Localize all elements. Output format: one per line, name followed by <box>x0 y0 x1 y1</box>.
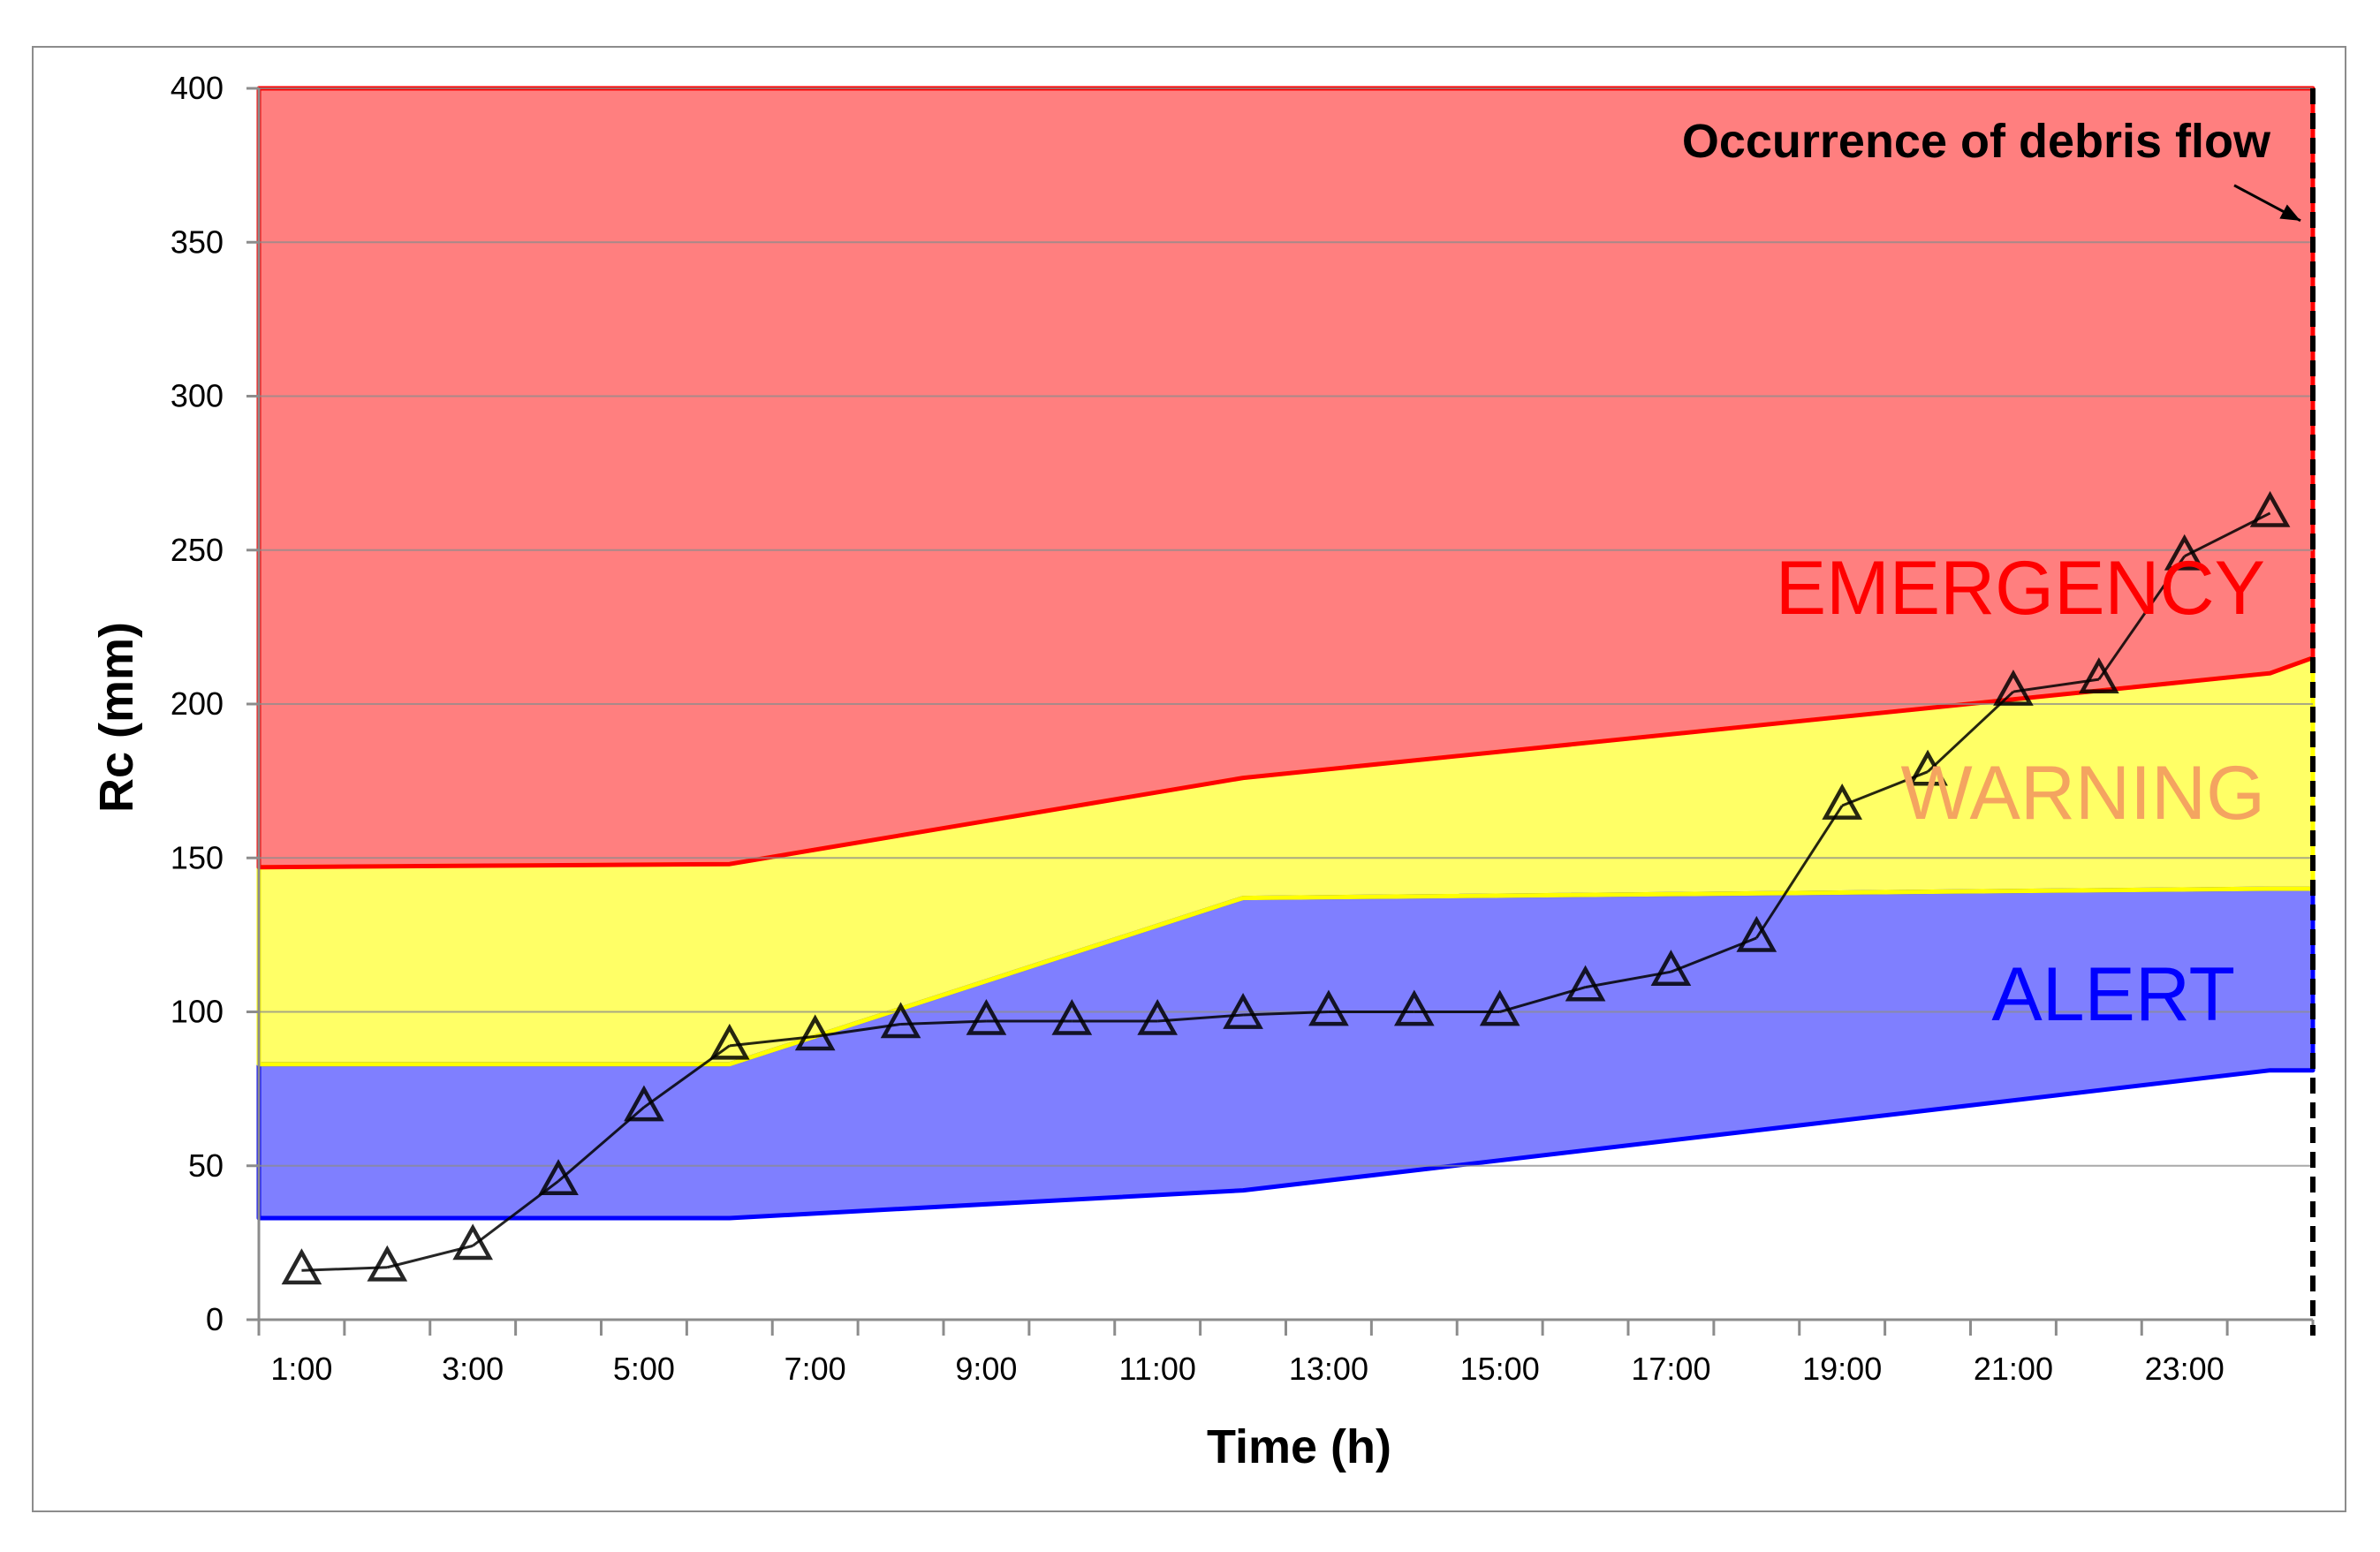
zone-emergency-outline <box>256 86 2316 870</box>
data-point-marker <box>624 1085 664 1122</box>
data-point-marker <box>1308 989 1349 1026</box>
grid-lines <box>259 87 2313 1167</box>
series-segment <box>2097 555 2186 680</box>
series-segment <box>729 1034 815 1048</box>
debris-flow-annotation: Occurrence of debris flow <box>1682 115 2271 168</box>
data-point-marker <box>794 1014 836 1051</box>
data-point-marker <box>1907 749 1948 786</box>
data-point-marker <box>1565 965 1606 1002</box>
threshold-zones <box>256 86 2316 1221</box>
data-point-marker <box>709 1023 750 1060</box>
x-tick-label: 13:00 <box>1289 1351 1368 1387</box>
data-point-marker <box>1822 783 1863 820</box>
zone-alert-fill <box>259 889 2313 1218</box>
x-tick-label: 23:00 <box>2145 1351 2225 1387</box>
data-point-marker <box>2164 534 2205 571</box>
zone-label-alert: ALERT <box>1991 952 2235 1037</box>
series-segment <box>2012 678 2100 693</box>
x-tick-label: 9:00 <box>955 1351 1017 1387</box>
data-point-marker <box>1650 950 1692 987</box>
y-tick-label: 400 <box>171 70 224 106</box>
series-segment <box>1243 1011 1329 1017</box>
x-tick-label: 7:00 <box>784 1351 846 1387</box>
y-tick-label: 250 <box>171 532 224 568</box>
data-point-marker <box>966 998 1007 1035</box>
data-point-marker <box>1479 989 1520 1026</box>
y-tick-label: 0 <box>206 1301 224 1337</box>
x-tick-label: 3:00 <box>442 1351 504 1387</box>
data-point-marker <box>1993 670 2034 706</box>
series-segment <box>815 1022 901 1038</box>
data-point-marker <box>1051 998 1093 1035</box>
series-segment <box>1585 970 1671 989</box>
data-point-marker <box>880 1002 921 1039</box>
data-point-marker <box>2249 490 2291 527</box>
annotation-arrow-head <box>2279 204 2300 221</box>
y-tick-label: 100 <box>171 994 224 1030</box>
zone-emergency-fill <box>259 88 2313 867</box>
zone-warning-fill <box>259 657 2313 1064</box>
data-point-marker <box>281 1248 322 1285</box>
axes: 0 50 100 150 200 250 300 350 400 1:00 3:00 5:00 7:00… <box>90 70 2315 1473</box>
x-tick-label: 5:00 <box>613 1351 675 1387</box>
data-point-marker <box>538 1159 579 1196</box>
data-point-marker <box>1223 992 1263 1029</box>
y-tick-label: 150 <box>171 839 224 875</box>
x-tick-label: 1:00 <box>270 1351 332 1387</box>
y-axis-title: Rc (mm) <box>90 622 143 813</box>
data-point-marker <box>1137 998 1179 1035</box>
y-tick-label: 350 <box>171 223 224 260</box>
y-tick-label: 300 <box>171 378 224 414</box>
series-segment <box>1157 1013 1244 1023</box>
data-point-marker <box>2078 657 2119 693</box>
data-point-marker <box>1736 915 1777 952</box>
zone-label-emergency: EMERGENCY <box>1776 546 2265 631</box>
x-tick-label: 19:00 <box>1802 1351 1882 1387</box>
rc-series <box>281 490 2291 1285</box>
data-point-marker <box>1393 989 1435 1026</box>
x-tick-label: 15:00 <box>1460 1351 1540 1387</box>
x-tick-label: 17:00 <box>1631 1351 1710 1387</box>
data-point-marker <box>452 1223 494 1261</box>
annotations: ALERT WARNING EMERGENCY Occurrence of debri… <box>1682 88 2316 1336</box>
series-segment <box>1755 805 1844 939</box>
zone-label-warning: WARNING <box>1901 751 2265 836</box>
y-tick-label: 200 <box>171 685 224 722</box>
x-tick-label: 11:00 <box>1118 1351 1195 1387</box>
series-segment <box>301 1266 388 1272</box>
x-axis-title: Time (h) <box>1207 1420 1391 1473</box>
series-segment <box>900 1019 987 1026</box>
x-tick-label: 21:00 <box>1974 1351 2053 1387</box>
y-tick-label: 50 <box>188 1147 224 1184</box>
data-point-marker <box>367 1245 408 1282</box>
